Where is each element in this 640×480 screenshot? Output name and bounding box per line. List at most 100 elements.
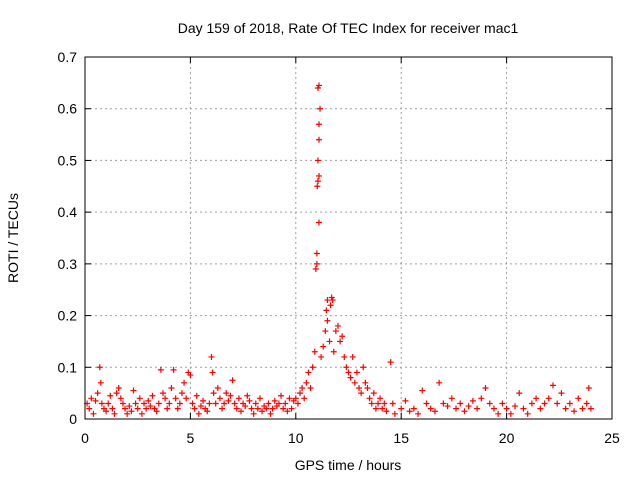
data-point: [562, 405, 569, 412]
data-point: [358, 390, 365, 397]
data-point: [469, 397, 476, 404]
x-tick-label: 5: [187, 430, 195, 446]
data-point: [229, 377, 236, 384]
data-point: [187, 372, 194, 379]
data-point: [330, 348, 337, 355]
data-point: [138, 410, 145, 417]
data-point: [368, 400, 375, 407]
data-point: [482, 384, 489, 391]
y-tick-label: 0.1: [58, 359, 78, 375]
data-point: [145, 397, 152, 404]
data-point: [406, 408, 413, 415]
x-axis-label: GPS time / hours: [295, 457, 402, 473]
data-point: [314, 183, 321, 190]
data-point: [254, 405, 261, 412]
data-point: [275, 400, 282, 407]
data-point: [366, 395, 373, 402]
data-point: [141, 400, 148, 407]
data-point: [119, 400, 126, 407]
data-point: [233, 405, 240, 412]
data-point: [193, 392, 200, 399]
data-point: [280, 405, 287, 412]
data-point: [315, 121, 322, 128]
data-point: [309, 364, 316, 371]
data-point: [495, 410, 502, 417]
x-tick-label: 15: [393, 430, 409, 446]
data-point: [214, 384, 221, 391]
data-point: [153, 408, 160, 415]
data-point: [166, 400, 173, 407]
data-point: [549, 382, 556, 389]
data-point: [248, 405, 255, 412]
data-point: [339, 333, 346, 340]
data-point: [419, 387, 426, 394]
data-point: [571, 408, 578, 415]
data-point: [436, 379, 443, 386]
data-point: [208, 353, 215, 360]
data-point: [579, 405, 586, 412]
data-point: [314, 157, 321, 164]
data-point: [86, 405, 93, 412]
grid-layer: [85, 57, 612, 419]
data-point: [474, 405, 481, 412]
data-point: [315, 136, 322, 143]
data-point: [130, 387, 137, 394]
data-point: [109, 405, 116, 412]
data-point: [356, 384, 363, 391]
data-point: [387, 359, 394, 366]
data-point: [271, 397, 278, 404]
data-point: [324, 317, 331, 324]
data-point: [170, 366, 177, 373]
data-point: [478, 395, 485, 402]
data-point: [575, 395, 582, 402]
data-point: [391, 410, 398, 417]
data-point: [292, 395, 299, 402]
data-point: [381, 400, 388, 407]
data-point: [410, 405, 417, 412]
data-point: [448, 395, 455, 402]
data-point: [318, 353, 325, 360]
data-point: [209, 369, 216, 376]
data-point: [164, 405, 171, 412]
data-point: [375, 400, 382, 407]
data-point: [267, 410, 274, 417]
data-point: [265, 400, 272, 407]
data-point: [457, 400, 464, 407]
y-tick-label: 0.2: [58, 308, 78, 324]
data-point: [323, 307, 330, 314]
data-point: [97, 379, 104, 386]
data-point: [566, 400, 573, 407]
data-point: [235, 395, 242, 402]
data-point: [327, 302, 334, 309]
data-point: [370, 390, 377, 397]
data-point: [174, 405, 181, 412]
data-point: [516, 390, 523, 397]
data-point: [126, 403, 133, 410]
data-point: [183, 395, 190, 402]
data-point: [503, 405, 510, 412]
data-point: [314, 178, 321, 185]
data-point: [341, 353, 348, 360]
data-point: [313, 250, 320, 257]
x-tick-label: 20: [499, 430, 515, 446]
data-point: [372, 405, 379, 412]
data-point: [317, 105, 324, 112]
data-point: [223, 390, 230, 397]
data-point: [88, 395, 95, 402]
data-point: [227, 392, 234, 399]
data-point: [465, 403, 472, 410]
data-point: [334, 322, 341, 329]
data-point: [524, 410, 531, 417]
data-point: [554, 400, 561, 407]
data-point: [124, 410, 131, 417]
data-point: [113, 390, 120, 397]
data-point: [541, 400, 548, 407]
data-point: [115, 384, 122, 391]
data-point: [587, 405, 594, 412]
data-point: [237, 408, 244, 415]
data-point: [311, 348, 318, 355]
data-point: [132, 400, 139, 407]
data-point: [216, 395, 223, 402]
data-point: [305, 369, 312, 376]
data-point: [221, 400, 228, 407]
